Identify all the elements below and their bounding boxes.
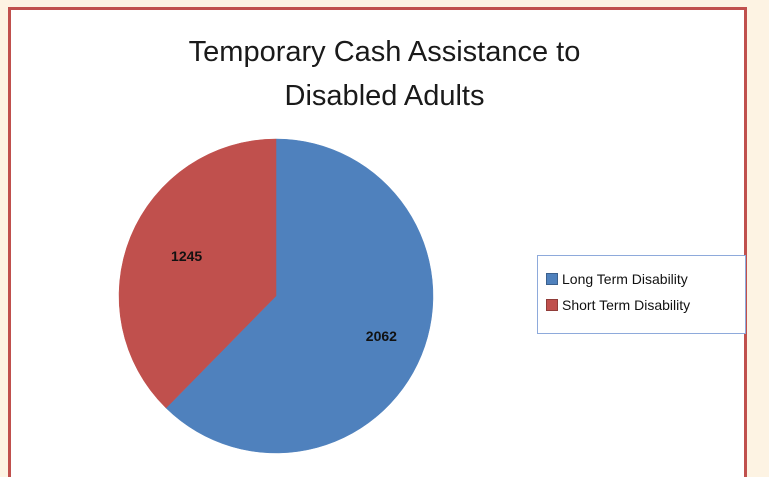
legend-swatch-short-term: [546, 299, 558, 311]
legend: Long Term Disability Short Term Disabili…: [537, 255, 746, 334]
legend-label-long-term: Long Term Disability: [562, 271, 688, 287]
chart-title: Temporary Cash Assistance to Disabled Ad…: [0, 30, 769, 118]
pie-slice-short-term: [118, 138, 277, 409]
legend-item-short-term: Short Term Disability: [546, 292, 745, 318]
legend-swatch-long-term: [546, 273, 558, 285]
legend-label-short-term: Short Term Disability: [562, 297, 691, 313]
chart-title-line-1: Temporary Cash Assistance to: [188, 36, 581, 68]
data-label-short-term: 1245: [171, 248, 202, 264]
pie-slice-long-term: [165, 138, 434, 454]
chart-title-line-2: Disabled Adults: [284, 80, 485, 112]
legend-item-long-term: Long Term Disability: [546, 266, 745, 292]
data-label-long-term: 2062: [366, 328, 397, 344]
